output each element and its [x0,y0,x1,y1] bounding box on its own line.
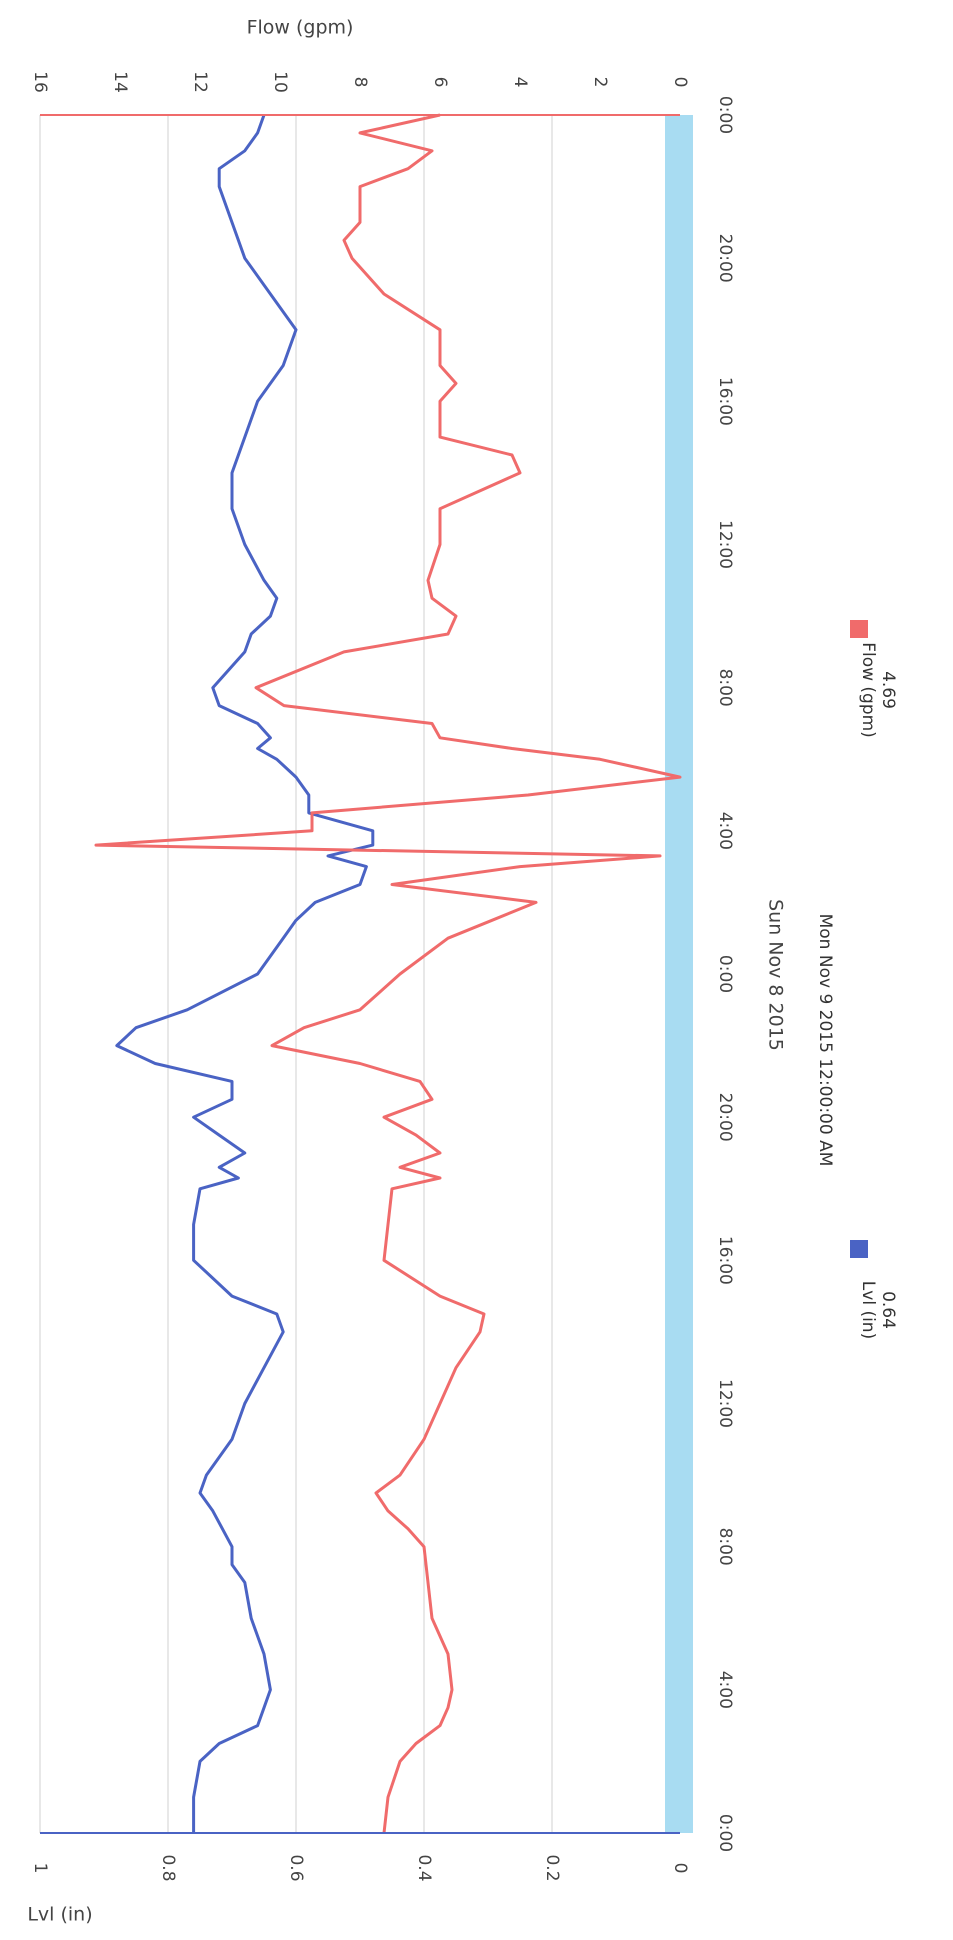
series-line-level [115,114,375,1833]
flow-tick-label: 0 [670,77,690,88]
legend-series-name: Lvl (in) [858,1281,878,1339]
level-tick-label: 0.4 [414,1854,434,1881]
time-tick-label: 16:00 [715,377,735,426]
legend-series-value: 4.69 [878,671,898,709]
navigator-bar[interactable] [665,115,693,1833]
flow-tick-label: 4 [510,77,530,88]
time-tick-label: 4:00 [715,1671,735,1709]
legend-swatch [850,1240,868,1258]
time-tick-label: 20:00 [715,234,735,283]
series-lines [94,113,682,1834]
level-tick-label: 1 [30,1863,50,1874]
time-tick-label: 8:00 [715,669,735,707]
flow-tick-label: 6 [430,77,450,88]
flow-tick-label: 10 [270,71,290,93]
legend-series-name: Flow (gpm) [858,642,878,738]
time-tick-label: 4:00 [715,812,735,850]
date-axis-title: Sun Nov 8 2015 [765,899,787,1051]
time-tick-label: 0:00 [715,96,735,134]
time-tick-label: 20:00 [715,1093,735,1142]
axes: 0:004:008:0012:0016:0020:000:004:008:001… [27,17,786,1926]
level-tick-label: 0.6 [286,1854,306,1881]
flow-tick-label: 12 [190,71,210,93]
time-tick-label: 8:00 [715,1528,735,1566]
tooltip-legend: Mon Nov 9 2015 12:00:00 AM Lvl (in) 0.64 Fl… [815,620,898,1339]
time-tick-label: 12:00 [715,520,735,569]
series-line-flow [94,113,682,1834]
flow-tick-label: 2 [590,77,610,88]
level-axis-title: Lvl (in) [27,1904,92,1926]
time-tick-label: 12:00 [715,1379,735,1428]
level-tick-label: 0.8 [158,1854,178,1881]
legend-series-value: 0.64 [878,1291,898,1329]
flow-tick-label: 14 [110,71,130,93]
level-tick-label: 0.2 [542,1854,562,1881]
grid-lines [39,115,553,1833]
flow-axis-title: Flow (gpm) [247,17,354,39]
time-tick-label: 0:00 [715,1814,735,1852]
time-tick-label: 0:00 [715,955,735,993]
legend-swatch [850,620,868,638]
time-tick-label: 16:00 [715,1236,735,1285]
tooltip-datetime: Mon Nov 9 2015 12:00:00 AM [815,914,835,1167]
flow-tick-label: 16 [30,71,50,93]
level-tick-label: 0 [670,1863,690,1874]
flow-tick-label: 8 [350,77,370,88]
